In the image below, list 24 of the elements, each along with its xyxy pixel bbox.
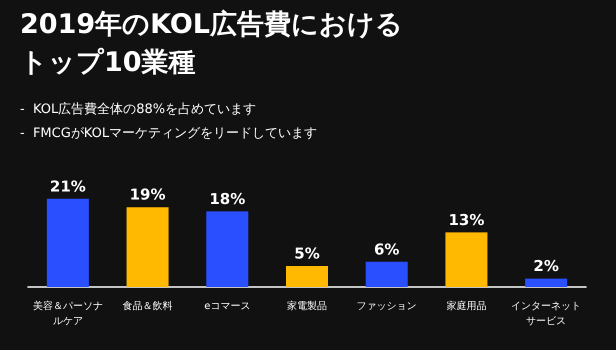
data-label: 13% xyxy=(448,210,484,229)
bar xyxy=(525,278,568,287)
bar xyxy=(286,266,328,287)
data-label: 5% xyxy=(294,244,320,262)
x-tick-label: 家電製品 xyxy=(287,300,327,312)
bar xyxy=(366,262,408,287)
bar xyxy=(445,232,488,287)
data-label: 18% xyxy=(209,190,246,208)
text: - KOL広告費全体の88%を占めています xyxy=(20,101,258,119)
data-label: 6% xyxy=(374,240,400,258)
x-tick-label: インターネットサービス xyxy=(511,301,582,327)
data-label: 19% xyxy=(130,186,166,204)
x-tick-label: 美容＆パーソナルケア xyxy=(32,300,103,327)
bar xyxy=(126,207,169,287)
data-label: 2% xyxy=(533,257,559,276)
data-label: 21% xyxy=(50,177,86,196)
x-tick-label: 家庭用品 xyxy=(446,300,486,312)
x-tick-label: ファッション xyxy=(356,301,417,312)
x-tick-label: 食品＆飲料 xyxy=(122,300,173,312)
chart-title: 2019年のKOL広告費におけるトップ10業種 xyxy=(20,8,404,80)
x-tick-label: eコマース xyxy=(204,301,250,312)
bar xyxy=(46,198,89,287)
text: - FMCGがKOLマーケティングをリードしています xyxy=(20,125,318,143)
bar xyxy=(206,211,248,287)
